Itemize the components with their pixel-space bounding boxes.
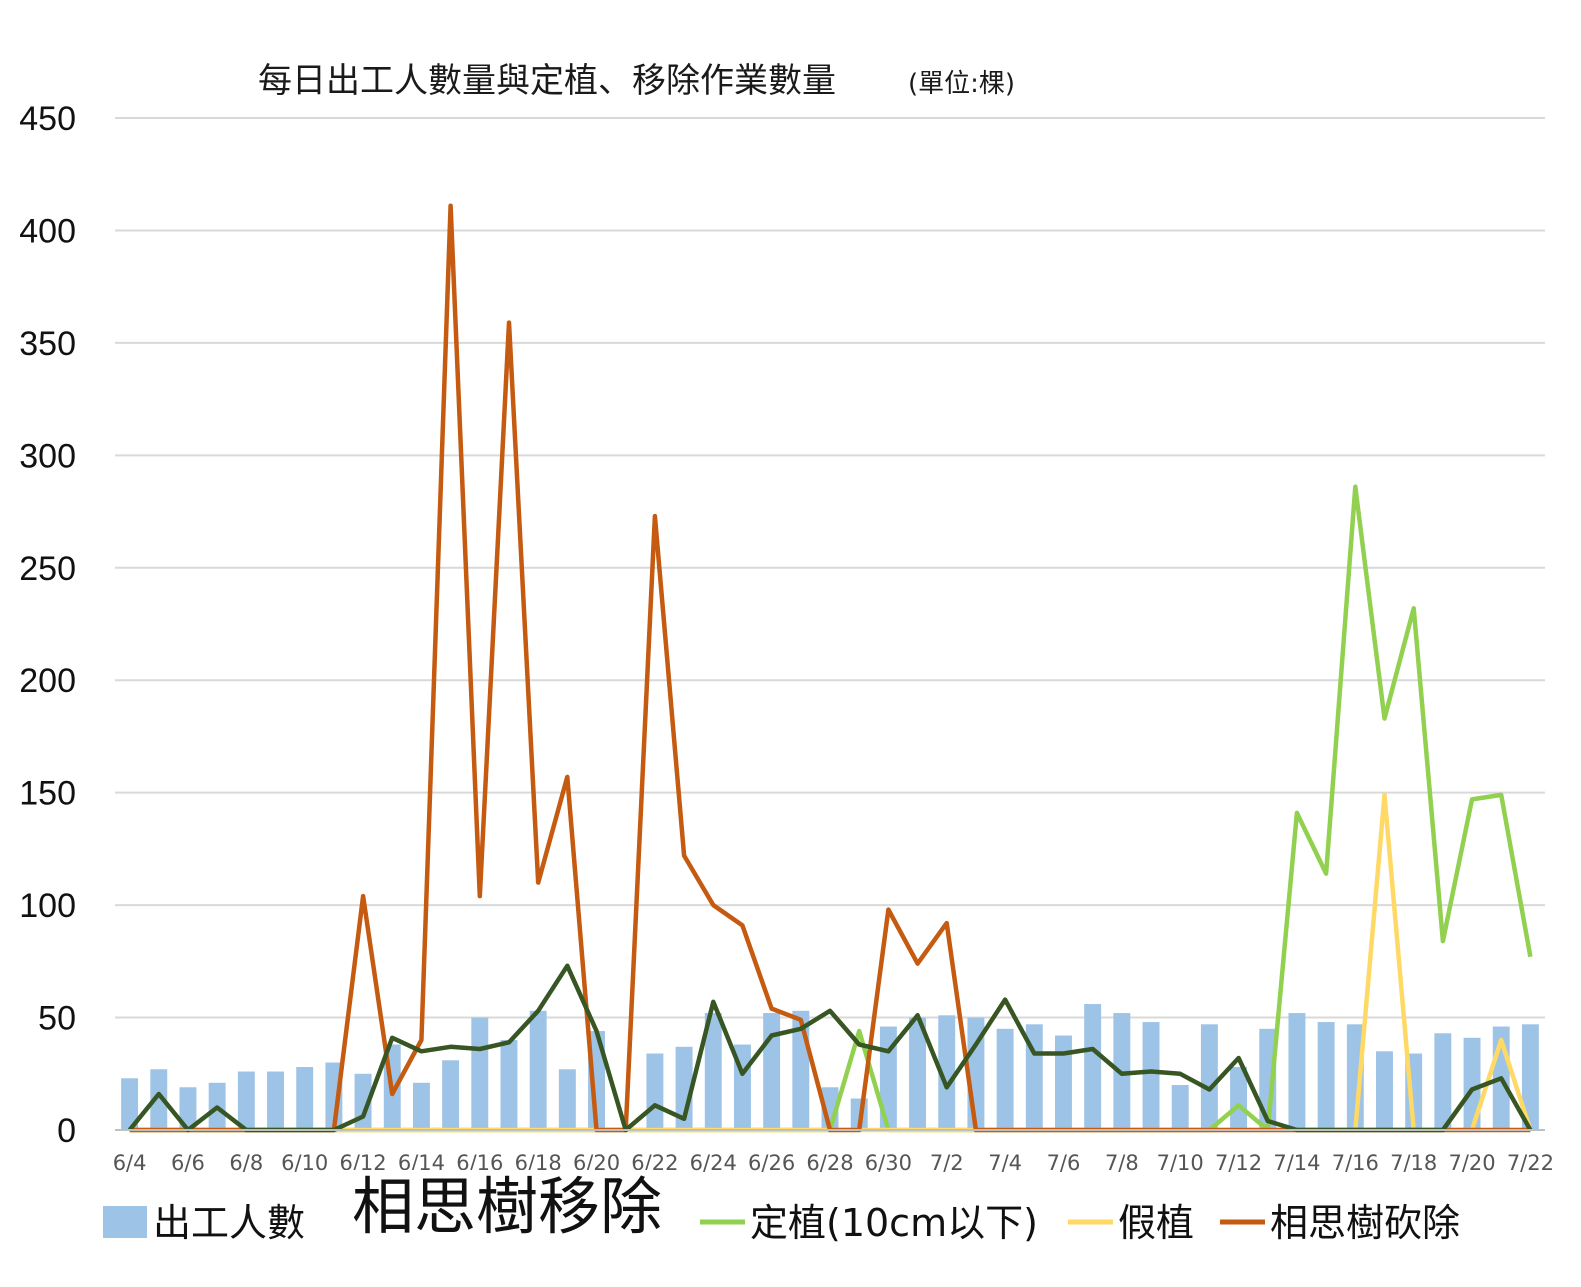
series-line	[129, 203, 1531, 1133]
legend-label: 假植	[1118, 1201, 1194, 1245]
x-axis-ticks: 6/4 6/6 6/8 6/10 6/12 6/14 6/16 6/18 6/20 6/22 6/2…	[113, 1151, 1554, 1175]
legend-swatch	[103, 1206, 147, 1238]
x-tick-label: 6/28	[806, 1151, 853, 1175]
bar	[1055, 1035, 1072, 1130]
legend-label: 出工人數	[153, 1201, 305, 1245]
legend-overlay-box	[322, 1170, 674, 1250]
x-tick-label: 6/10	[281, 1151, 328, 1175]
bar	[1463, 1037, 1481, 1130]
y-tick-label: 400	[19, 212, 76, 250]
x-tick-label: 7/20	[1448, 1151, 1495, 1175]
bar	[529, 1010, 547, 1130]
bar	[500, 1040, 518, 1130]
legend-label: 相思樹移除	[352, 1170, 662, 1243]
bar	[763, 1013, 781, 1130]
x-tick-label: 7/6	[1047, 1151, 1081, 1175]
x-tick-label: 7/16	[1332, 1151, 1379, 1175]
x-tick-label: 7/22	[1507, 1151, 1554, 1175]
bar	[1521, 1024, 1539, 1130]
legend-label: 相思樹砍除	[1270, 1201, 1460, 1245]
bar	[909, 1017, 927, 1130]
line-series	[127, 203, 1533, 1133]
bar	[267, 1071, 284, 1130]
x-tick-label: 6/24	[690, 1151, 737, 1175]
x-tick-label: 6/8	[229, 1151, 263, 1175]
bar	[1200, 1024, 1218, 1130]
legend: 出工人數 定植(10cm以下) 假植 相思樹砍除 相思樹移除	[103, 1170, 1460, 1250]
y-tick-label: 350	[19, 325, 76, 363]
x-tick-label: 6/26	[748, 1151, 795, 1175]
x-tick-label: 7/8	[1105, 1151, 1139, 1175]
bar	[442, 1060, 460, 1130]
x-tick-label: 7/14	[1273, 1151, 1320, 1175]
y-tick-label: 0	[57, 1112, 76, 1150]
bar	[938, 1015, 956, 1130]
bar	[471, 1017, 489, 1130]
x-tick-label: 7/10	[1157, 1151, 1204, 1175]
bar	[1171, 1085, 1189, 1130]
bar	[1317, 1022, 1335, 1130]
chart-title: 每日出工人數量與定植、移除作業數量	[258, 61, 836, 101]
legend-label: 定植(10cm以下)	[750, 1201, 1038, 1245]
x-tick-label: 6/6	[171, 1151, 205, 1175]
bar	[996, 1028, 1014, 1130]
bar	[150, 1069, 168, 1130]
bar-series	[121, 1004, 1539, 1130]
bar	[1025, 1024, 1043, 1130]
chart-unit-label: (單位:棵)	[908, 69, 1015, 99]
bar	[412, 1082, 430, 1130]
x-tick-label: 6/30	[865, 1151, 912, 1175]
bar	[1434, 1033, 1452, 1130]
bar	[354, 1073, 372, 1130]
gridlines	[115, 117, 1545, 1019]
bar	[646, 1053, 664, 1130]
y-tick-label: 100	[19, 887, 76, 925]
bar	[1142, 1022, 1160, 1130]
x-tick-label: 7/18	[1390, 1151, 1437, 1175]
y-tick-label: 150	[19, 775, 76, 813]
bar	[237, 1071, 255, 1130]
bar	[558, 1069, 576, 1130]
bar	[1376, 1051, 1393, 1130]
bar	[704, 1013, 722, 1130]
bar	[296, 1067, 314, 1130]
x-tick-label: 6/4	[113, 1151, 147, 1175]
y-tick-label: 200	[19, 662, 76, 700]
bar	[179, 1087, 197, 1130]
x-tick-label: 7/12	[1215, 1151, 1262, 1175]
y-tick-label: 50	[38, 1000, 76, 1038]
x-tick-label: 7/4	[988, 1151, 1022, 1175]
y-tick-label: 250	[19, 550, 76, 588]
y-tick-label: 450	[19, 100, 76, 138]
x-tick-label: 7/2	[930, 1151, 964, 1175]
bar	[1288, 1013, 1306, 1130]
bar	[1084, 1004, 1102, 1130]
bar	[1230, 1067, 1248, 1130]
y-axis-ticks: 0 50 100 150 200 250 300 350 400 450	[19, 100, 76, 1150]
y-tick-label: 300	[19, 437, 76, 475]
bar	[121, 1078, 139, 1130]
